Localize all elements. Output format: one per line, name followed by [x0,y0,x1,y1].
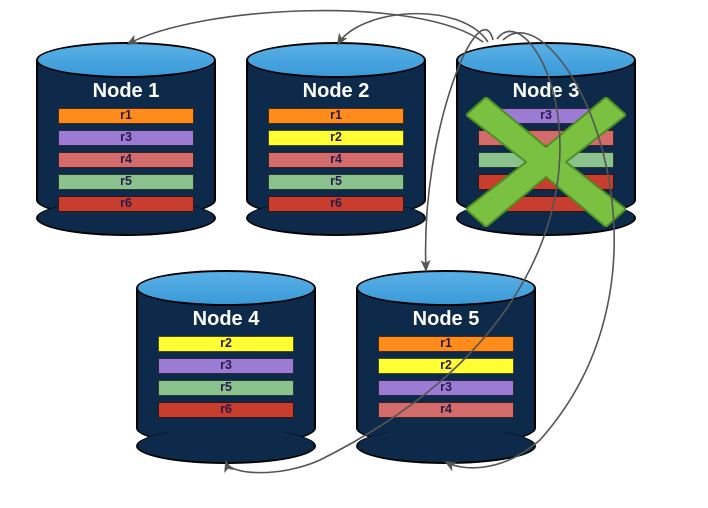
replica-row: r5 [268,174,404,190]
replica-row: r4 [58,152,194,168]
db-node-node3: Node 3 r3 [456,42,636,232]
db-node-node2: Node 2 r1 r2 r4 r5 r6 [246,42,426,232]
cylinder-top [246,42,426,78]
replica-row: r4 [378,402,514,418]
node-title: Node 2 [246,80,426,103]
diagram-stage: Node 1 r1 r3 r4 r5 r6 Node 2 r1 r2 r4 r5 r6 Node 3 r3… [0,0,708,508]
row-group: r3 [478,108,614,218]
replica-row [478,174,614,190]
replica-row: r3 [58,130,194,146]
replica-row: r6 [158,402,294,418]
replica-row: r3 [378,380,514,396]
replica-row: r2 [378,358,514,374]
replica-row [478,130,614,146]
row-group: r1 r2 r3 r4 [378,336,514,424]
replica-row: r1 [58,108,194,124]
replica-row: r4 [268,152,404,168]
db-node-node4: Node 4 r2 r3 r5 r6 [136,270,316,460]
cylinder-top [36,42,216,78]
row-group: r1 r3 r4 r5 r6 [58,108,194,218]
cylinder-bottom [136,428,316,464]
replica-row [478,196,614,212]
replica-row [478,152,614,168]
cylinder-bottom [356,428,536,464]
row-group: r1 r2 r4 r5 r6 [268,108,404,218]
replica-row: r5 [58,174,194,190]
replica-row: r2 [268,130,404,146]
row-group: r2 r3 r5 r6 [158,336,294,424]
replica-row: r1 [268,108,404,124]
cylinder-top [456,42,636,78]
replica-row: r6 [58,196,194,212]
edge-arrow [338,14,488,44]
db-node-node5: Node 5 r1 r2 r3 r4 [356,270,536,460]
edge-arrow [128,11,483,44]
replica-row: r2 [158,336,294,352]
replica-row: r5 [158,380,294,396]
node-title: Node 3 [456,80,636,103]
node-title: Node 4 [136,308,316,331]
replica-row: r3 [478,108,614,124]
replica-row: r6 [268,196,404,212]
db-node-node1: Node 1 r1 r3 r4 r5 r6 [36,42,216,232]
replica-row: r1 [378,336,514,352]
replica-row: r3 [158,358,294,374]
node-title: Node 5 [356,308,536,331]
cylinder-top [136,270,316,306]
cylinder-top [356,270,536,306]
node-title: Node 1 [36,80,216,103]
